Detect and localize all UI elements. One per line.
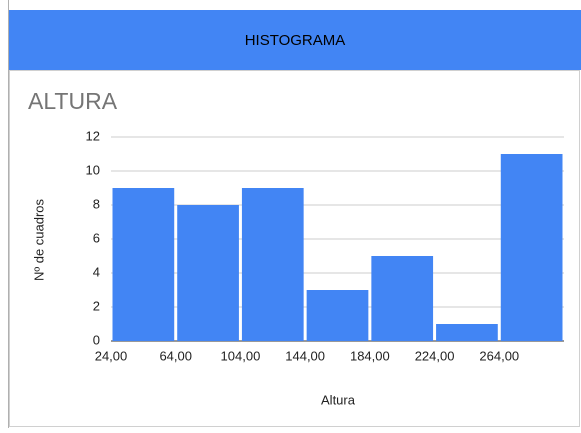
- y-tick-label: 6: [93, 230, 100, 245]
- bar: [371, 256, 434, 341]
- y-axis-label: Nº de cuadros: [31, 198, 46, 281]
- x-tick-label: 224,00: [415, 348, 455, 363]
- y-tick-label: 8: [93, 196, 100, 211]
- x-tick-label: 264,00: [479, 348, 519, 363]
- header-bar: [9, 10, 581, 70]
- bar: [436, 324, 498, 341]
- y-tick-label: 10: [86, 162, 100, 177]
- bar: [500, 154, 563, 341]
- x-tick-label: 24,00: [95, 348, 128, 363]
- bar: [306, 290, 369, 341]
- x-tick-label: 104,00: [221, 348, 261, 363]
- bar: [112, 188, 175, 341]
- x-axis-label: Altura: [321, 392, 356, 407]
- bar: [177, 205, 239, 341]
- x-tick-label: 64,00: [159, 348, 192, 363]
- y-tick-label: 12: [86, 128, 100, 143]
- y-tick-label: 4: [93, 264, 100, 279]
- bar: [241, 188, 304, 341]
- x-tick-label: 144,00: [285, 348, 325, 363]
- chart-title: ALTURA: [28, 88, 118, 114]
- x-tick-label: 184,00: [350, 348, 390, 363]
- y-tick-label: 2: [93, 298, 100, 313]
- header-title: HISTOGRAMA: [245, 32, 346, 49]
- y-tick-label: 0: [93, 332, 100, 347]
